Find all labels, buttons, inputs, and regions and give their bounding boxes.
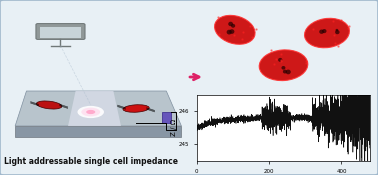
Circle shape (336, 29, 338, 31)
Point (253, 27, 259, 30)
Point (303, 59, 309, 62)
Polygon shape (15, 91, 181, 126)
Circle shape (86, 110, 95, 114)
Point (246, 25, 253, 28)
FancyBboxPatch shape (36, 24, 85, 39)
Circle shape (81, 108, 100, 116)
Y-axis label: Z / Ω: Z / Ω (171, 119, 177, 136)
Circle shape (335, 30, 339, 34)
Point (240, 30, 246, 33)
Text: Light addressable single cell impedance: Light addressable single cell impedance (4, 157, 178, 166)
Point (273, 57, 279, 60)
FancyBboxPatch shape (40, 27, 81, 38)
Point (231, 34, 237, 36)
FancyBboxPatch shape (162, 112, 171, 123)
Point (278, 53, 284, 55)
Circle shape (227, 30, 232, 34)
Point (271, 62, 277, 65)
Point (216, 33, 222, 36)
Circle shape (77, 106, 104, 118)
Ellipse shape (305, 18, 349, 48)
Point (331, 33, 337, 36)
Point (345, 27, 352, 30)
Circle shape (229, 29, 234, 34)
Circle shape (322, 29, 327, 33)
Point (332, 42, 338, 45)
Ellipse shape (215, 15, 255, 44)
Ellipse shape (36, 101, 62, 109)
Point (303, 61, 309, 64)
Point (346, 25, 352, 28)
Point (249, 36, 255, 39)
Point (278, 59, 284, 62)
Point (335, 44, 341, 47)
Point (310, 27, 316, 30)
Circle shape (231, 24, 235, 28)
Circle shape (319, 30, 324, 34)
Circle shape (283, 70, 287, 74)
Point (215, 16, 221, 18)
Circle shape (282, 66, 285, 70)
Polygon shape (68, 91, 121, 126)
Ellipse shape (259, 50, 308, 81)
Circle shape (228, 22, 233, 26)
Point (268, 49, 274, 51)
Polygon shape (15, 126, 181, 136)
Point (330, 19, 336, 22)
Point (338, 19, 344, 22)
Point (239, 37, 245, 40)
Circle shape (278, 58, 282, 62)
Point (278, 59, 284, 62)
Circle shape (286, 70, 291, 74)
Ellipse shape (123, 105, 149, 112)
